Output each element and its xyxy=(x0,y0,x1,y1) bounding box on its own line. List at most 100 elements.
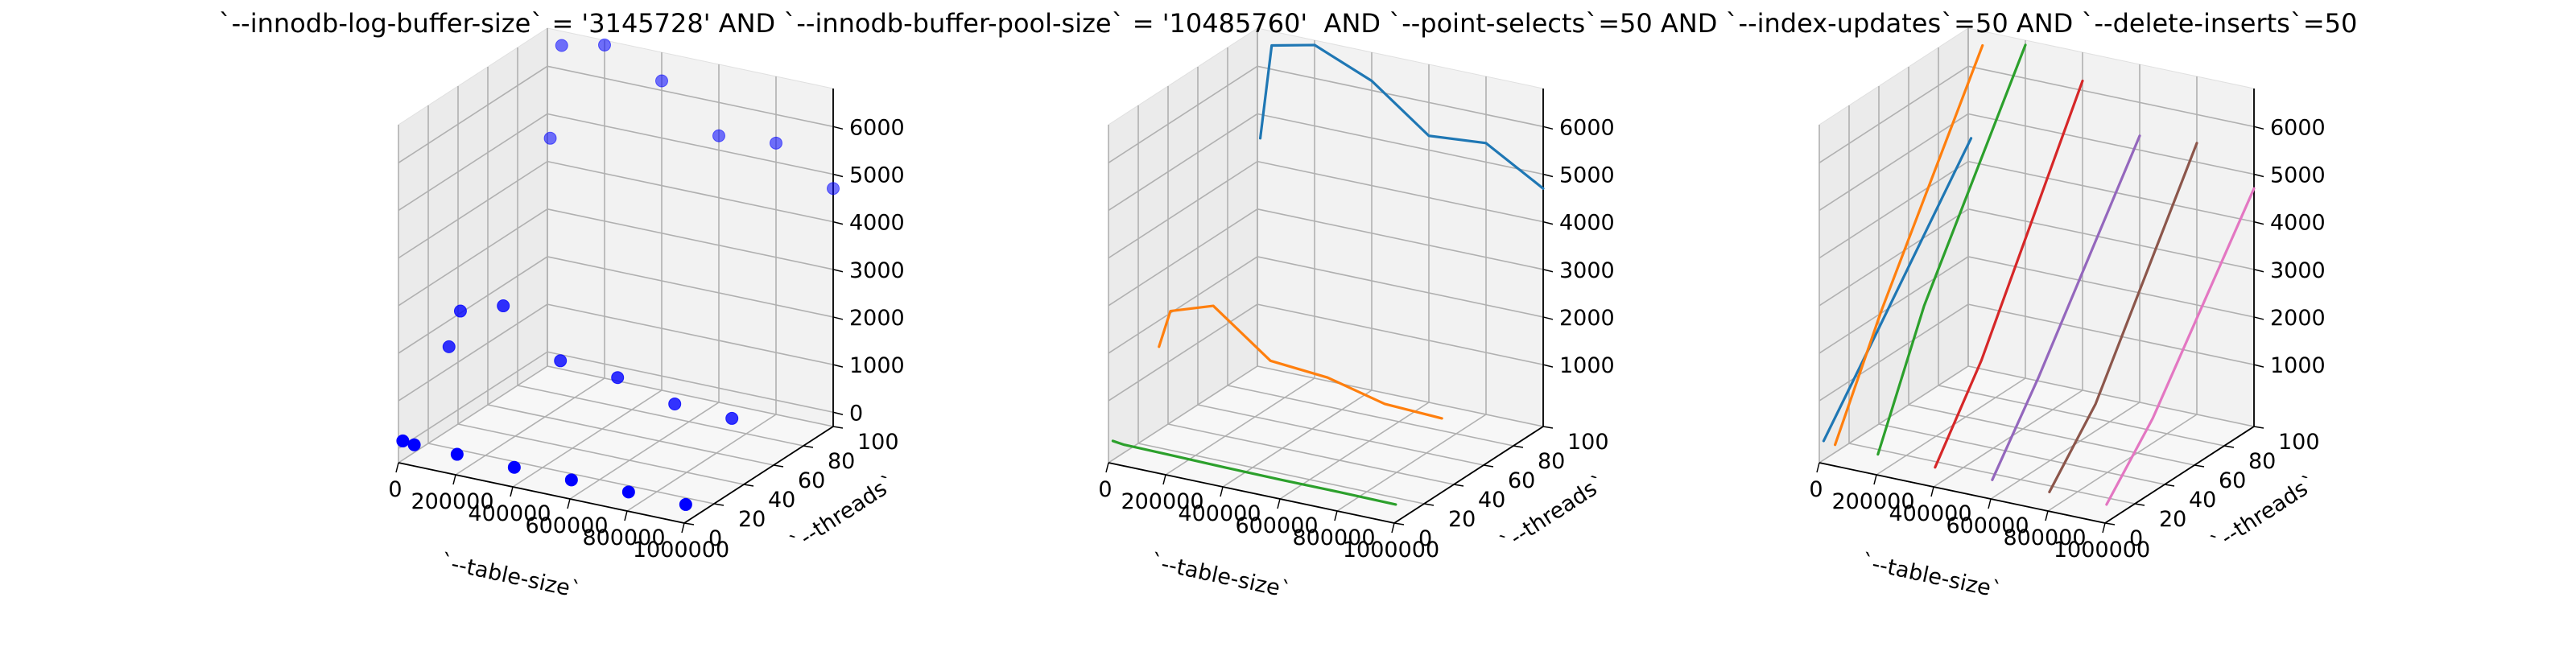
gridline xyxy=(1876,377,2026,476)
gridline xyxy=(1227,385,1514,447)
y-tick-label: 80 xyxy=(1538,449,1565,474)
data-point xyxy=(679,497,692,511)
x-tick xyxy=(1391,522,1395,534)
gridline xyxy=(398,113,548,212)
z-tick-label: 5000 xyxy=(849,163,905,188)
z-tick-label: 4000 xyxy=(849,211,905,236)
y-tick xyxy=(832,426,844,429)
data-point xyxy=(770,136,782,150)
y-axis-line xyxy=(2104,426,2255,524)
gridline xyxy=(1818,160,1969,259)
gridline xyxy=(1108,65,1258,163)
x-tick xyxy=(2102,522,2106,534)
x-tick-label: 600000 xyxy=(1946,513,2029,538)
series-line-1 xyxy=(1258,43,1545,190)
gridline xyxy=(1257,208,1544,270)
gridline xyxy=(398,256,548,354)
gridline xyxy=(398,303,548,402)
x-tick-label: 1000000 xyxy=(1343,538,1439,563)
data-point xyxy=(725,411,739,425)
series-line-3 xyxy=(1111,439,1397,506)
x-tick xyxy=(1105,462,1109,473)
x-tick-label: 0 xyxy=(388,477,402,502)
z-tick xyxy=(2253,316,2264,320)
gridline xyxy=(1257,303,1544,365)
data-point xyxy=(712,129,725,142)
gridline xyxy=(547,303,834,365)
data-point xyxy=(564,473,578,487)
gridline xyxy=(1257,65,1544,128)
gridline xyxy=(398,365,548,464)
data-point xyxy=(497,299,510,313)
gridline xyxy=(1336,414,1487,512)
x-tick xyxy=(681,522,685,534)
y-tick xyxy=(2164,484,2175,487)
gridline xyxy=(1908,404,2195,466)
data-point xyxy=(598,38,611,52)
x-tick-label: 1000000 xyxy=(633,538,729,563)
data-point xyxy=(450,447,464,461)
z-tick xyxy=(2253,220,2264,225)
y-tick xyxy=(2194,464,2205,468)
gridline xyxy=(1818,113,1969,212)
y-tick xyxy=(2134,503,2145,506)
y-tick xyxy=(2223,445,2235,448)
z-tick xyxy=(1542,316,1554,320)
gridline xyxy=(398,208,548,307)
z-tick-label: 3000 xyxy=(2270,258,2326,283)
z-tick xyxy=(2253,269,2264,273)
gridline xyxy=(1967,160,2255,223)
z-tick-label: 6000 xyxy=(849,115,905,140)
y-tick-label: 0 xyxy=(2129,526,2143,551)
y-tick xyxy=(1453,484,1464,487)
x-axis-label: `--table-size` xyxy=(438,550,583,604)
x-tick xyxy=(1988,498,1992,509)
gridline xyxy=(626,414,777,512)
y-tick-label: 0 xyxy=(1418,526,1432,551)
gridline xyxy=(1818,303,1969,402)
z-tick xyxy=(832,411,844,415)
gridline xyxy=(1878,423,2165,485)
gridline xyxy=(1967,208,2255,270)
x-axis-line xyxy=(1108,462,1395,524)
gridline xyxy=(1257,365,1544,427)
z-tick xyxy=(1542,126,1554,130)
gridline xyxy=(1818,365,1969,464)
x-tick-label: 600000 xyxy=(525,513,608,538)
y-tick xyxy=(683,522,695,525)
y-tick xyxy=(1423,503,1435,506)
data-point xyxy=(555,39,568,52)
data-point xyxy=(396,434,410,447)
z-tick-label: 3000 xyxy=(1559,258,1615,283)
gridline xyxy=(547,208,834,270)
gridline xyxy=(517,385,804,447)
series-line-6 xyxy=(2048,142,2198,493)
x-axis-label: `--table-size` xyxy=(1148,550,1293,604)
z-tick-label: 4000 xyxy=(2270,211,2326,236)
gridline xyxy=(1257,113,1544,175)
data-point xyxy=(655,74,668,88)
data-point xyxy=(621,485,635,499)
gridline xyxy=(547,65,834,128)
y-tick xyxy=(773,464,784,468)
x-tick-label: 800000 xyxy=(1292,525,1375,550)
x-tick xyxy=(567,498,571,509)
z-tick-label: 2000 xyxy=(2270,306,2326,331)
y-tick-label: 60 xyxy=(1508,468,1535,493)
gridline xyxy=(1257,256,1544,318)
gridline xyxy=(457,423,745,485)
x-tick-label: 200000 xyxy=(1831,489,1914,514)
z-tick-label: 5000 xyxy=(2270,163,2326,188)
y-tick-label: 20 xyxy=(2159,507,2186,532)
gridline xyxy=(1818,208,1969,307)
x-tick-label: 600000 xyxy=(1235,513,1318,538)
z-tick-label: 5000 xyxy=(1559,163,1615,188)
gridline xyxy=(547,351,834,414)
gridline xyxy=(398,351,548,449)
y-tick-label: 100 xyxy=(2278,430,2320,455)
x-tick xyxy=(1930,486,1934,497)
gridline xyxy=(547,365,834,427)
gridline xyxy=(1848,443,2136,505)
